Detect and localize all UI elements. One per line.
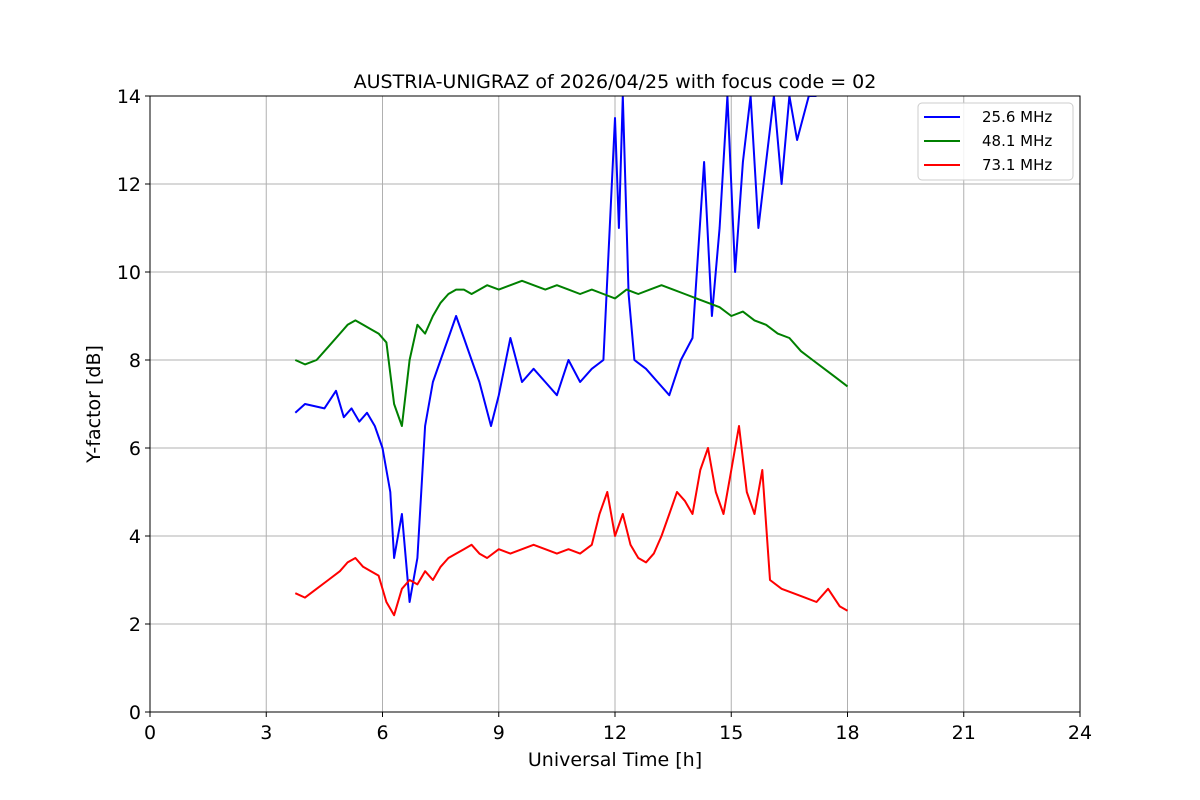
x-tick-label: 15 bbox=[719, 722, 743, 744]
x-axis-label: Universal Time [h] bbox=[528, 749, 702, 771]
x-tick-label: 12 bbox=[603, 722, 627, 744]
x-tick-label: 0 bbox=[144, 722, 156, 744]
y-tick-label: 8 bbox=[129, 350, 141, 372]
y-tick-label: 2 bbox=[129, 614, 141, 636]
x-tick-label: 18 bbox=[835, 722, 859, 744]
y-tick-label: 6 bbox=[129, 438, 141, 460]
y-tick-label: 10 bbox=[117, 262, 141, 284]
series-line-2 bbox=[294, 279, 849, 427]
y-axis: 0 2 4 6 8 10 12 14 bbox=[117, 86, 150, 724]
y-tick-label: 0 bbox=[129, 702, 141, 724]
legend-entry-label: 48.1 MHz bbox=[982, 132, 1052, 150]
chart-title: AUSTRIA-UNIGRAZ of 2026/04/25 with focus… bbox=[354, 71, 877, 93]
y-tick-label: 12 bbox=[117, 174, 141, 196]
x-tick-label: 21 bbox=[952, 722, 976, 744]
x-tick-label: 24 bbox=[1068, 722, 1092, 744]
x-tick-label: 9 bbox=[493, 722, 505, 744]
x-tick-label: 3 bbox=[260, 722, 272, 744]
legend-box bbox=[917, 102, 1074, 181]
series-layer bbox=[294, 96, 849, 617]
x-axis: 0 3 6 9 12 15 18 21 24 bbox=[144, 712, 1092, 744]
y-tick-label: 4 bbox=[129, 526, 141, 548]
legend: 25.6 MHz 48.1 MHz 73.1 MHz bbox=[917, 102, 1074, 181]
series-line-3 bbox=[294, 425, 848, 617]
legend-entry-label: 73.1 MHz bbox=[982, 156, 1052, 174]
y-axis-label: Y-factor [dB] bbox=[83, 345, 105, 464]
series-line-1 bbox=[294, 96, 817, 603]
legend-entry-label: 25.6 MHz bbox=[982, 108, 1052, 126]
x-tick-label: 6 bbox=[376, 722, 388, 744]
y-tick-label: 14 bbox=[117, 86, 141, 108]
